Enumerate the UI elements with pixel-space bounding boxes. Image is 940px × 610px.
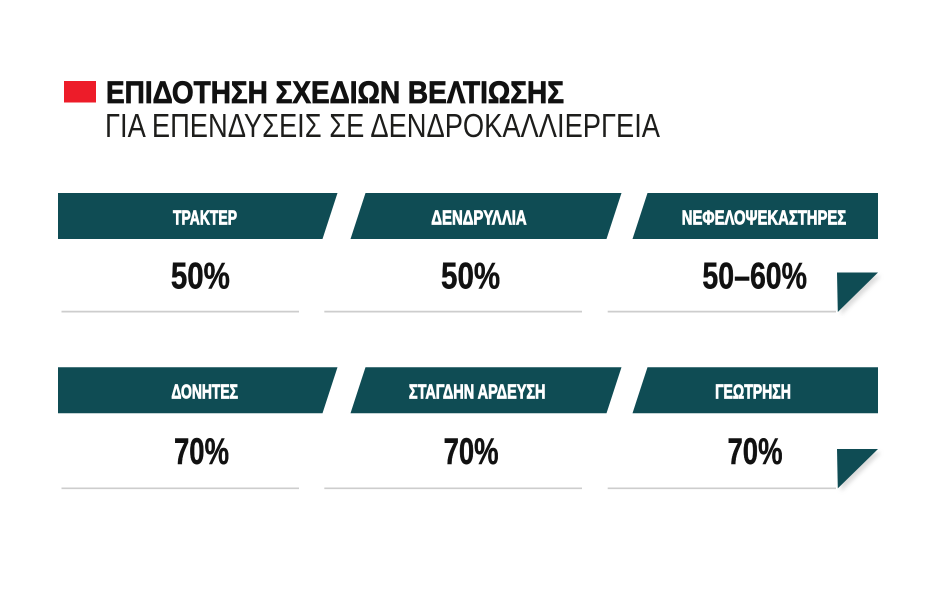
svg-text:50%: 50% xyxy=(171,255,230,297)
svg-text:70%: 70% xyxy=(174,430,229,472)
svg-text:ΓΙΑ ΕΠΕΝΔΥΣΕΙΣ ΣΕ ΔΕΝΔΡΟΚΑΛΛΙΕ: ΓΙΑ ΕΠΕΝΔΥΣΕΙΣ ΣΕ ΔΕΝΔΡΟΚΑΛΛΙΕΡΓΕΙΑ xyxy=(105,108,661,145)
svg-text:ΣΤΑΓΔΗΝ ΑΡΔΕΥΣΗ: ΣΤΑΓΔΗΝ ΑΡΔΕΥΣΗ xyxy=(409,381,546,404)
svg-text:ΝΕΦΕΛΟΨΕΚΑΣΤΗΡΕΣ: ΝΕΦΕΛΟΨΕΚΑΣΤΗΡΕΣ xyxy=(682,206,846,229)
svg-text:50–60%: 50–60% xyxy=(702,255,807,297)
svg-text:70%: 70% xyxy=(728,430,783,472)
svg-text:ΔΟΝΗΤΕΣ: ΔΟΝΗΤΕΣ xyxy=(171,381,238,404)
svg-text:70%: 70% xyxy=(444,430,499,472)
svg-text:ΕΠΙΔΟΤΗΣΗ ΣΧΕΔΙΩΝ ΒΕΛΤΙΩΣΗΣ: ΕΠΙΔΟΤΗΣΗ ΣΧΕΔΙΩΝ ΒΕΛΤΙΩΣΗΣ xyxy=(106,74,564,110)
svg-text:ΓΕΩΤΡΗΣΗ: ΓΕΩΤΡΗΣΗ xyxy=(715,381,791,404)
svg-text:ΔΕΝΔΡΥΛΛΙΑ: ΔΕΝΔΡΥΛΛΙΑ xyxy=(431,206,526,229)
svg-text:50%: 50% xyxy=(441,255,500,297)
svg-text:ΤΡΑΚΤΕΡ: ΤΡΑΚΤΕΡ xyxy=(173,206,237,229)
